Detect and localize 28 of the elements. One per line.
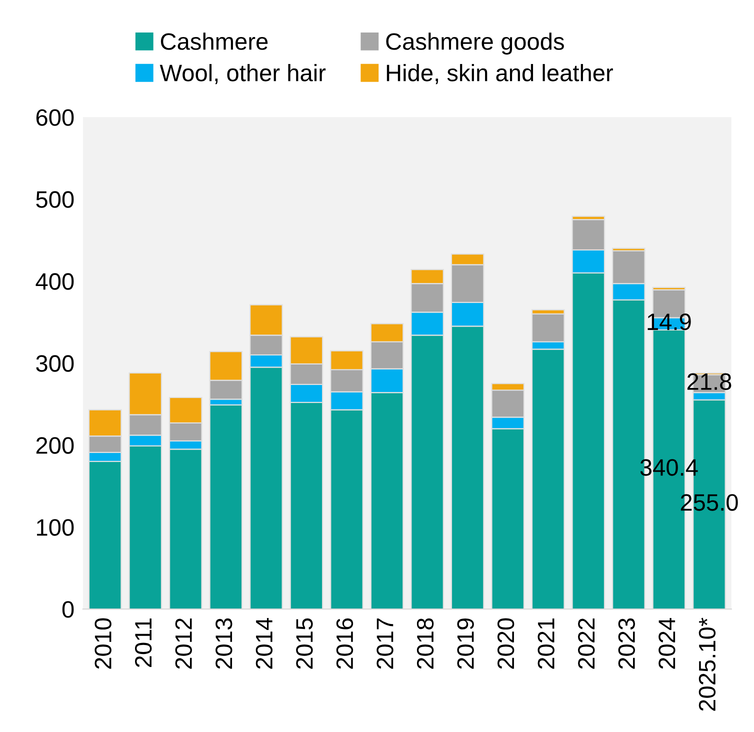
x-tick-label: 2025.10* (698, 618, 716, 711)
x-tick-label: 2024 (658, 618, 676, 669)
x-tick-label: 2014 (256, 618, 273, 669)
x-tick-label: 2013 (216, 618, 232, 669)
data-label: 21.8 (687, 373, 732, 390)
x-tick-label: 2023 (618, 618, 636, 669)
x-tick-label: 2021 (538, 618, 554, 669)
legend-label: Cashmere goods (386, 32, 564, 55)
x-tick-label: 2010 (94, 618, 112, 669)
y-tick-label: 300 (36, 355, 74, 372)
x-tick-label: 2022 (578, 618, 595, 669)
y-tick-label: 400 (36, 273, 74, 290)
x-tick-label: 2011 (134, 618, 152, 667)
x-tick-label: 2016 (336, 618, 354, 669)
x-tick-label: 2015 (296, 618, 313, 669)
y-tick-label: 100 (37, 519, 74, 536)
x-tick-label: 2018 (416, 618, 434, 669)
y-tick-label: 0 (62, 601, 74, 618)
legend-label: Cashmere (160, 32, 268, 50)
legend-label: Hide, skin and leather (386, 64, 613, 84)
y-tick-label: 600 (36, 109, 74, 126)
x-tick-label: 2017 (376, 618, 394, 669)
x-tick-label: 2020 (497, 618, 514, 669)
x-tick-label: 2012 (175, 618, 192, 669)
y-tick-label: 500 (36, 191, 74, 208)
y-tick-label: 200 (36, 437, 74, 454)
x-tick-label: 2019 (457, 618, 474, 669)
legend-label: Wool, other hair (160, 64, 326, 84)
